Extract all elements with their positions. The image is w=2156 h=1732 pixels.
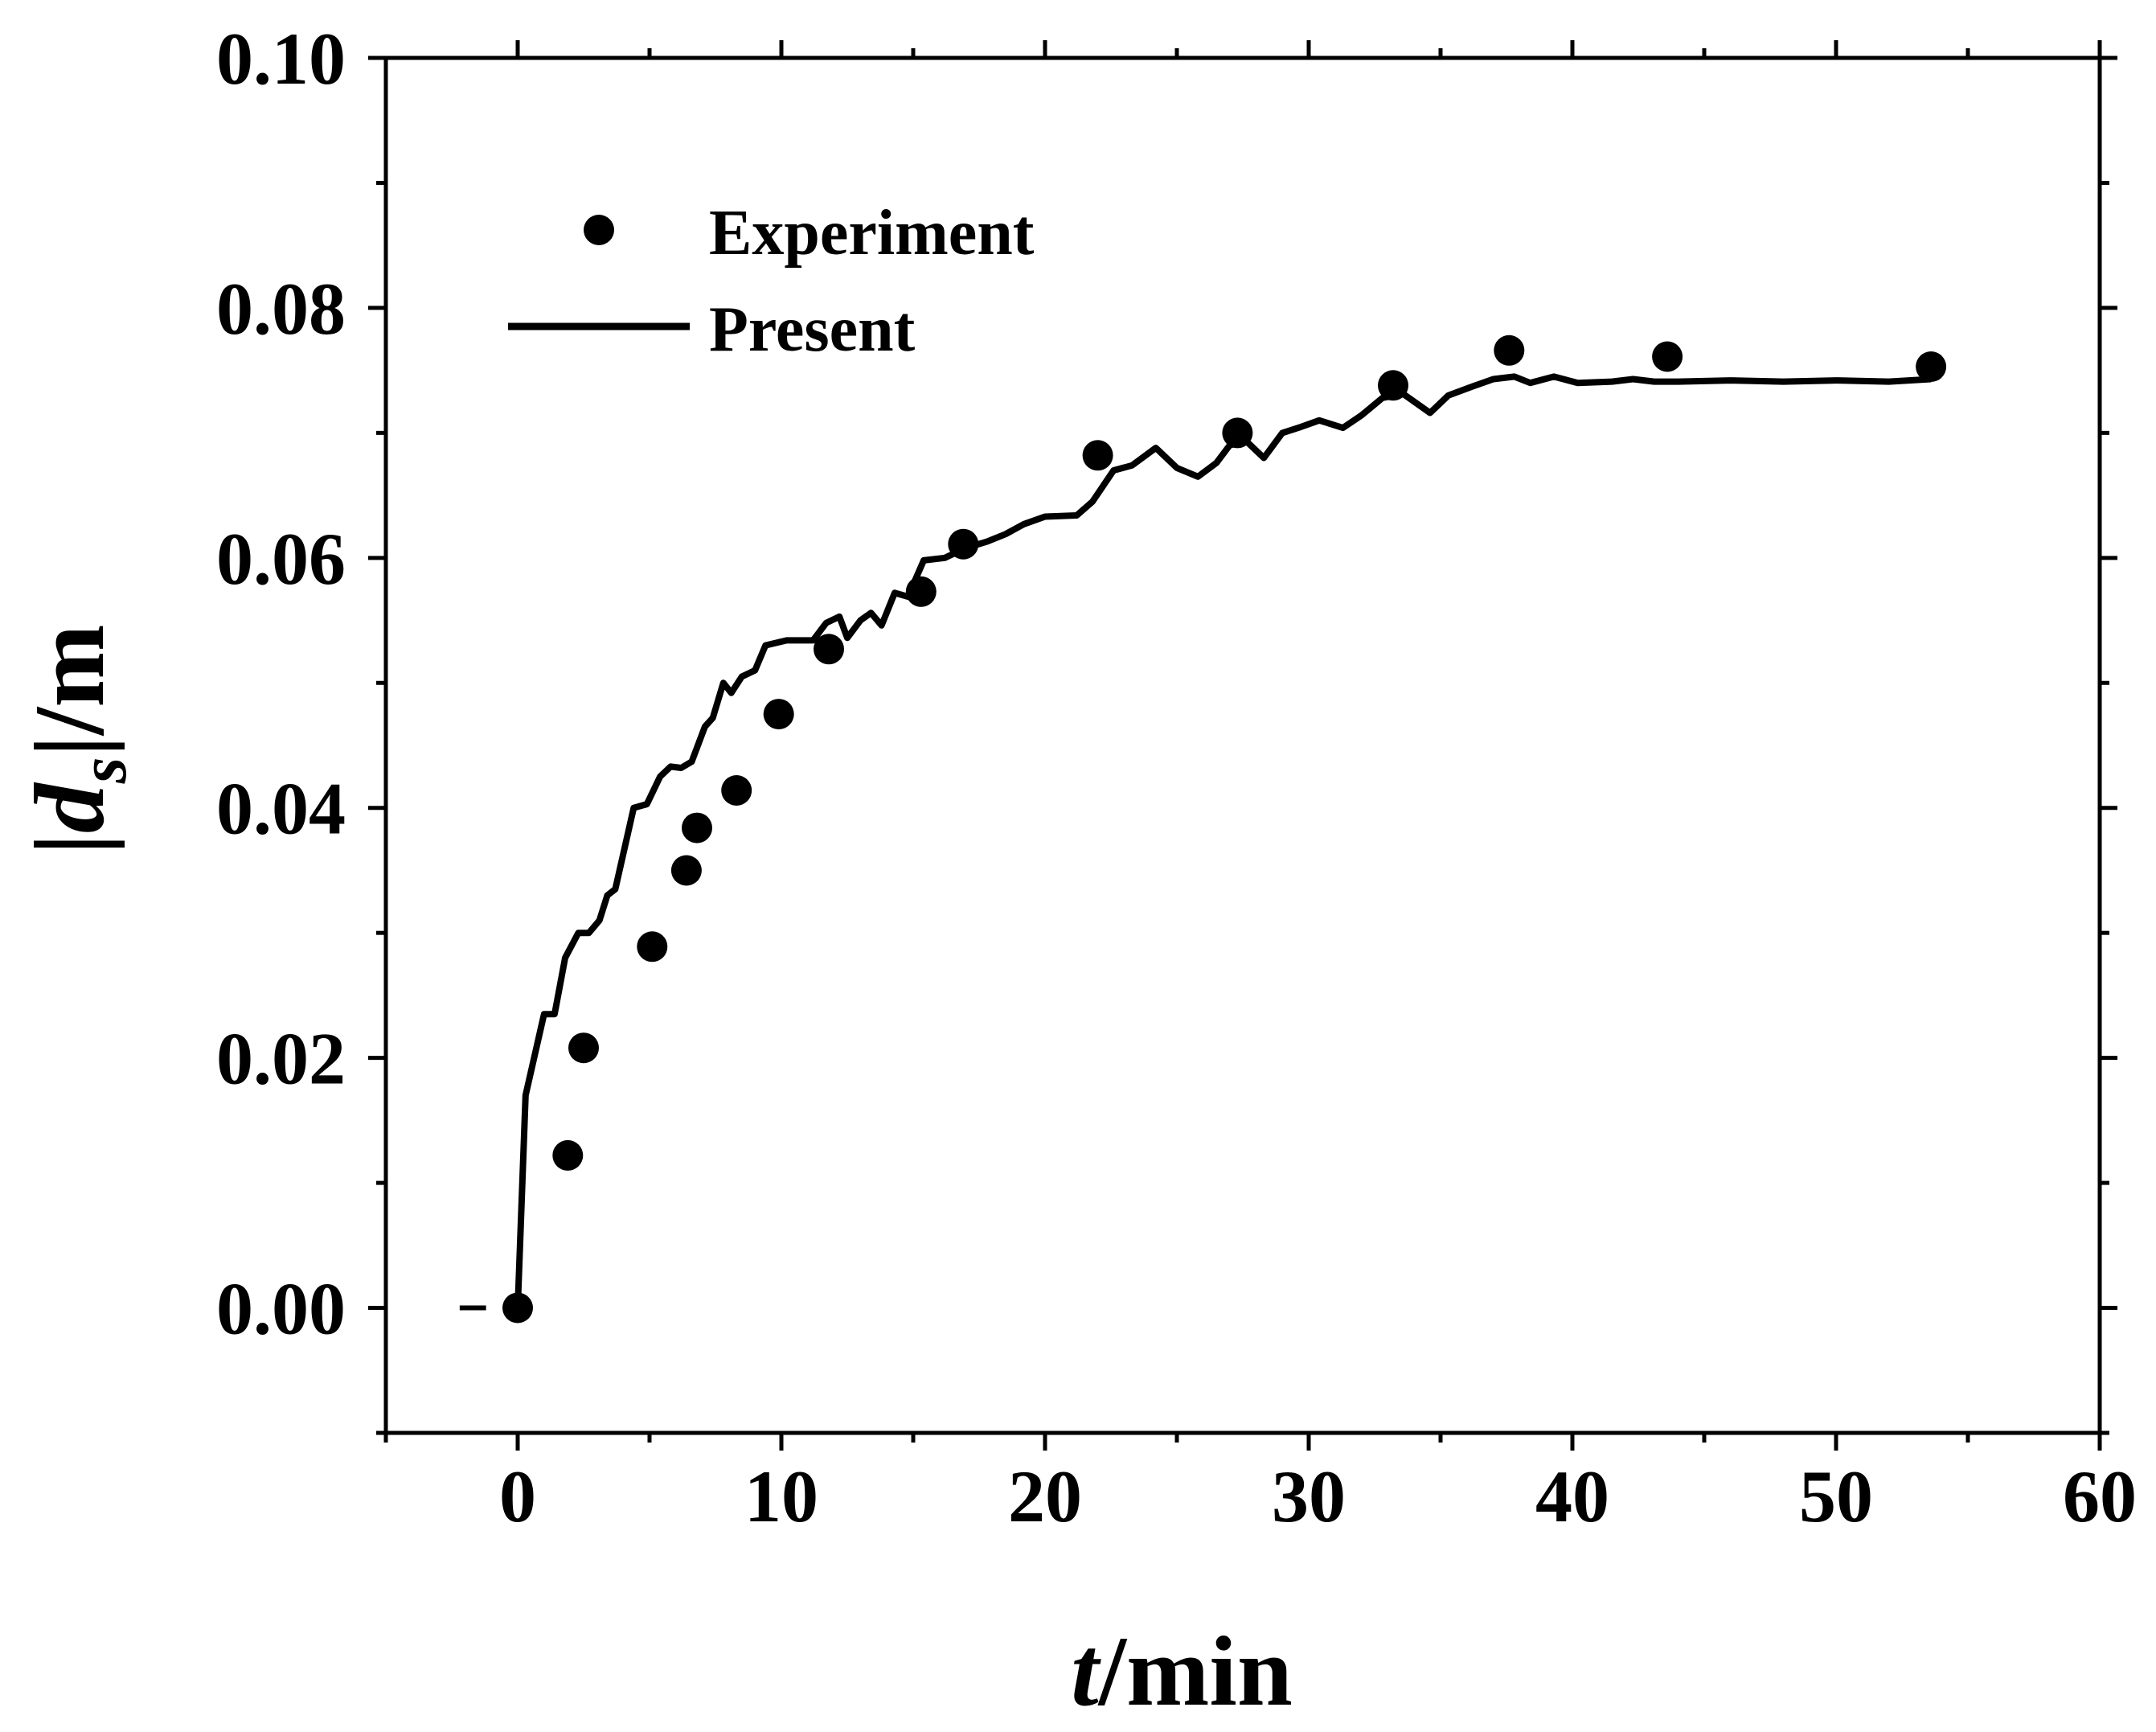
x-tick-label: 20 [1008,1455,1082,1537]
y-tick-label: 0.08 [216,268,346,350]
legend-present-label: Present [709,294,916,365]
legend-experiment-label: Experiment [709,198,1035,269]
y-axis-title-post: |/m [14,624,125,757]
x-tick-label: 50 [1799,1455,1873,1537]
legend-experiment-marker [584,215,614,245]
y-tick-label: 0.06 [216,518,346,600]
x-axis-title: t/min [1071,1616,1293,1726]
experiment-point [721,775,752,806]
experiment-point [670,855,702,886]
experiment-point [1082,440,1113,471]
experiment-point [552,1139,584,1171]
x-tick-label: 10 [744,1455,818,1537]
experiment-point [502,1292,533,1324]
x-tick-label: 60 [2063,1455,2137,1537]
experiment-point [763,699,794,730]
y-axis-title: |ds|/m [14,624,141,855]
line-layer [459,373,1932,1311]
experiment-point [948,528,979,560]
y-tick-label: 0.02 [216,1018,346,1100]
x-tick-label: 40 [1535,1455,1609,1537]
experiment-point [1494,334,1525,366]
x-tick-label: 0 [499,1455,536,1537]
legend: Experiment Present [508,198,1035,365]
y-tick-label: 0.00 [216,1268,346,1350]
y-axis-title-italic: d [14,782,125,833]
experiment-point [1378,370,1408,401]
ticks-layer: 0 10 20 30 40 50 60 0.00 0.02 0.04 0.06 0.08 0.10 [216,18,2137,1537]
x-axis-title-rest: /min [1097,1616,1293,1726]
experiment-point [682,812,712,843]
experiment-point [814,634,844,665]
experiment-point [568,1032,599,1064]
experiment-point [905,576,937,607]
y-axis-title-pre: | [14,833,125,855]
experiment-point [1916,351,1947,382]
y-tick-label: 0.10 [216,18,346,100]
experiment-point [1652,341,1683,372]
present-line [514,373,1932,1308]
y-tick-label: 0.04 [216,768,346,850]
plot-frame [383,55,2102,1435]
marker-layer [502,334,1947,1324]
experiment-point [637,931,668,962]
experiment-point [1222,417,1253,449]
x-tick-label: 30 [1272,1455,1346,1537]
x-axis-title-italic: t [1071,1616,1101,1726]
y-axis-title-subscript: s [66,757,141,785]
